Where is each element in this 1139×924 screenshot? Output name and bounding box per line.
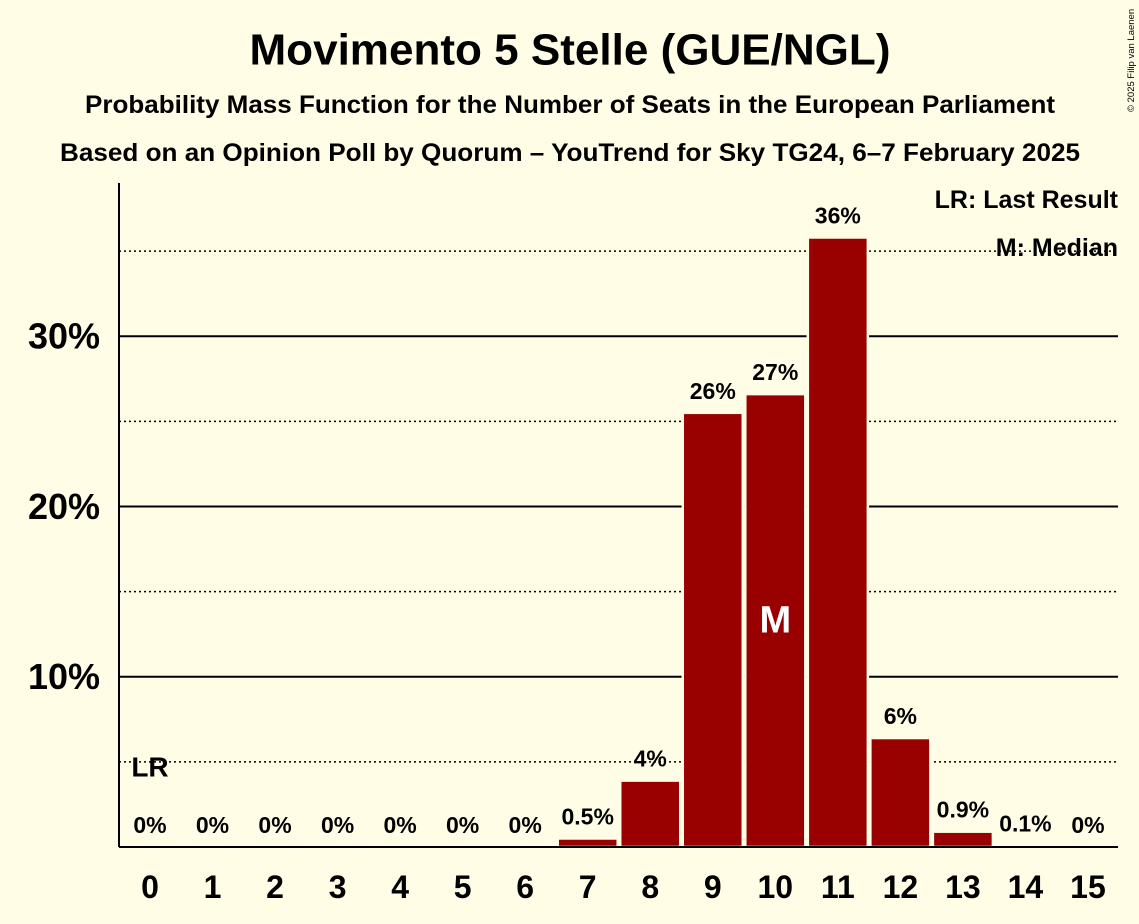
x-tick-label-2: 2: [266, 869, 284, 905]
value-label-seats-4: 0%: [383, 812, 416, 838]
chart-source-line: Based on an Opinion Poll by Quorum – You…: [60, 139, 1080, 167]
last-result-marker: LR: [131, 752, 168, 783]
y-tick-label-10: 10%: [28, 656, 100, 697]
value-label-seats-3: 0%: [321, 812, 354, 838]
legend-last-result: LR: Last Result: [935, 186, 1119, 214]
y-tick-label-30: 30%: [28, 316, 100, 357]
x-tick-label-8: 8: [641, 869, 659, 905]
value-label-seats-2: 0%: [258, 812, 291, 838]
chart-title: Movimento 5 Stelle (GUE/NGL): [250, 26, 891, 75]
value-label-seats-1: 0%: [196, 812, 229, 838]
x-tick-label-11: 11: [821, 869, 855, 905]
bar-seats-12: [869, 736, 932, 849]
x-tick-label-15: 15: [1070, 869, 1106, 905]
x-tick-label-12: 12: [883, 869, 919, 905]
y-axis-tick-labels: 10% 20% 30%: [28, 316, 100, 698]
x-tick-label-4: 4: [391, 869, 409, 905]
x-tick-label-10: 10: [758, 869, 794, 905]
x-tick-label-6: 6: [516, 869, 534, 905]
value-label-seats-9: 26%: [690, 378, 736, 404]
bar-seats-9: [681, 411, 745, 849]
x-axis-tick-labels: 0 1 2 3 4 5 6 7 8 9 10 11 12 13 14 15: [141, 869, 1106, 905]
value-label-seats-8: 4%: [634, 746, 667, 772]
value-label-seats-10: 27%: [752, 359, 798, 385]
x-tick-label-1: 1: [204, 869, 222, 905]
annotations: M LR: [131, 600, 791, 783]
value-label-seats-5: 0%: [446, 812, 479, 838]
y-tick-label-20: 20%: [28, 486, 100, 527]
x-tick-label-14: 14: [1008, 869, 1044, 905]
x-tick-label-7: 7: [579, 869, 597, 905]
bar-seats-8: [618, 779, 682, 849]
copyright-notice: © 2025 Filip van Laenen: [1126, 9, 1137, 112]
median-marker: M: [759, 600, 791, 642]
gridlines: [119, 250, 1118, 763]
x-tick-label-9: 9: [704, 869, 722, 905]
x-tick-label-0: 0: [141, 869, 159, 905]
x-tick-label-3: 3: [329, 869, 347, 905]
axes: [118, 183, 1118, 848]
legend: LR: Last Result M: Median: [935, 186, 1119, 262]
value-labels: 0% 0% 0% 0% 0% 0% 0% 0.5% 4% 26% 27% 36% 6% 0.9% 0.1% 0…: [133, 202, 1104, 838]
value-label-seats-13: 0.9%: [937, 797, 989, 823]
bar-seats-13: [931, 830, 995, 849]
legend-median: M: Median: [996, 234, 1118, 262]
value-label-seats-11: 36%: [815, 202, 861, 228]
value-label-seats-14: 0.1%: [999, 810, 1051, 836]
bar-seats-11: [806, 236, 870, 849]
x-tick-label-5: 5: [454, 869, 472, 905]
x-tick-label-13: 13: [945, 869, 981, 905]
bar-seats-7: [556, 837, 619, 849]
value-label-seats-15: 0%: [1071, 812, 1104, 838]
value-label-seats-7: 0.5%: [561, 803, 613, 829]
value-label-seats-6: 0%: [509, 812, 542, 838]
value-label-seats-0: 0%: [133, 812, 166, 838]
bars: [556, 236, 1057, 849]
value-label-seats-12: 6%: [884, 703, 917, 729]
chart-subtitle: Probability Mass Function for the Number…: [85, 91, 1056, 119]
